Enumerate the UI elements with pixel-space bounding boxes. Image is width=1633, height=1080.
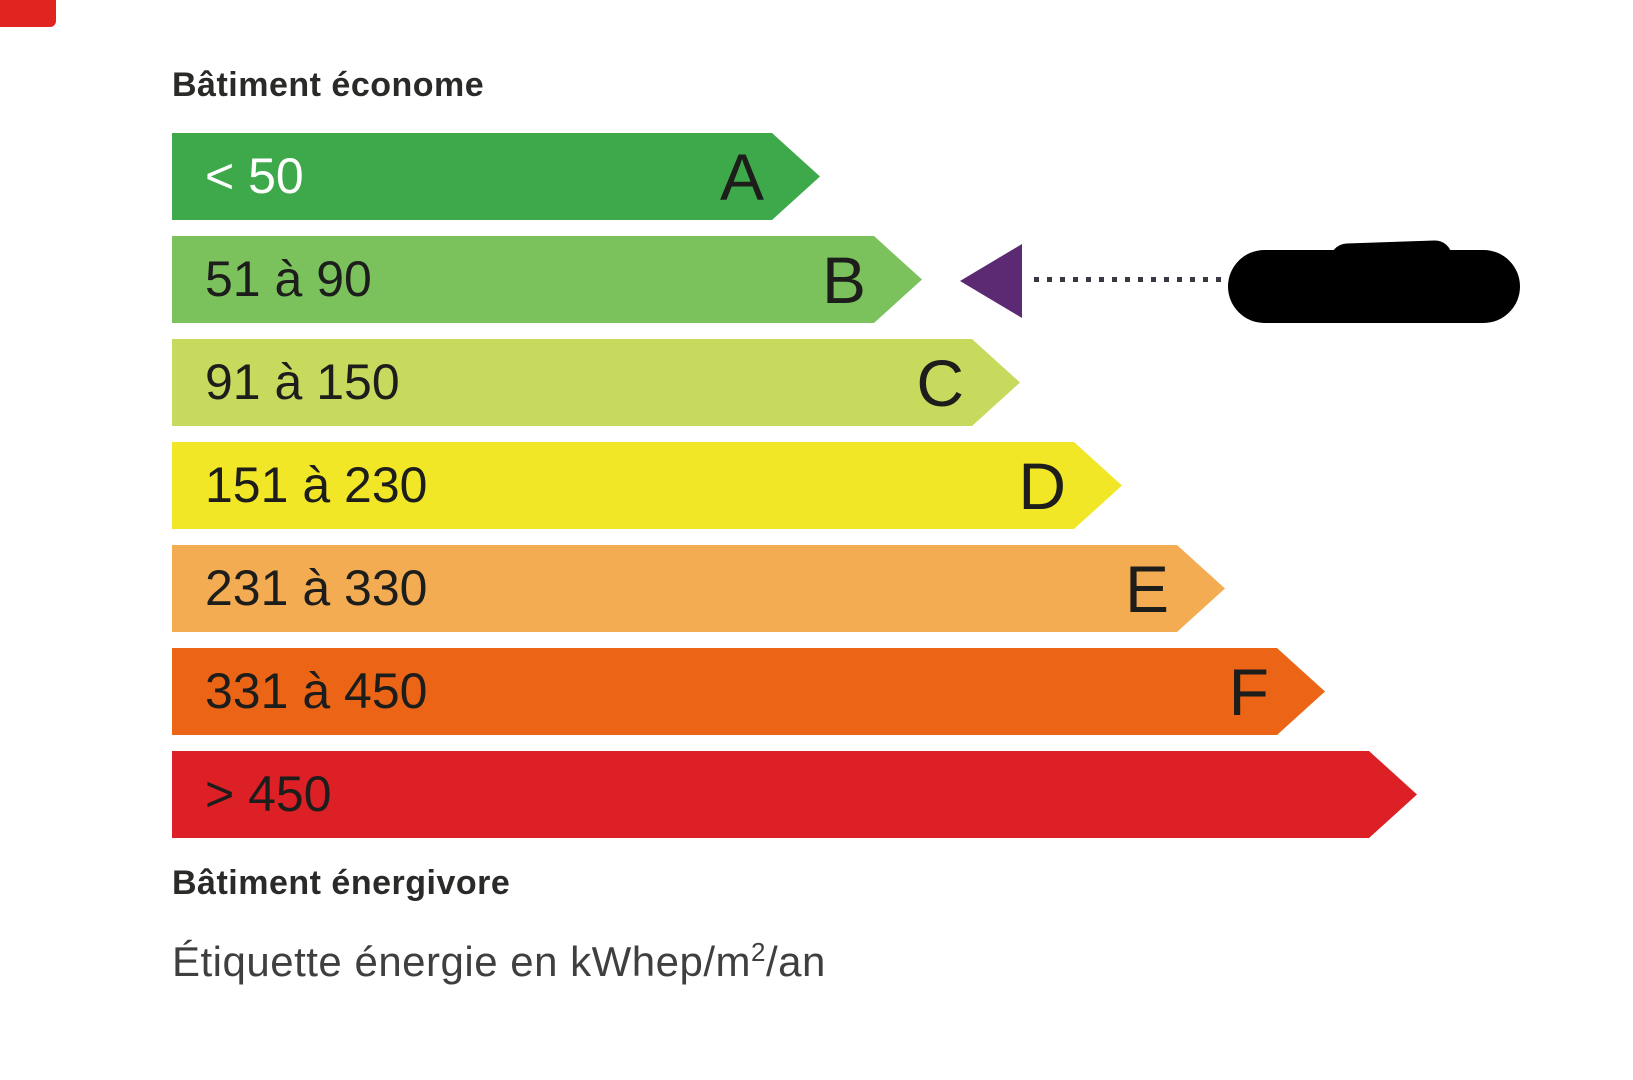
chart-caption: Étiquette énergie en kWhep/m2/an [172,938,826,986]
energy-class-bars: < 50 A 51 à 90 B 91 à 150 C 151 à 230 D … [172,133,1472,943]
energy-class-letter: D [1018,448,1066,523]
energy-intensive-building-label: Bâtiment énergivore [172,864,511,902]
caption-superscript: 2 [751,937,766,967]
energy-class-letter: A [719,139,764,214]
caption-text-end: /an [765,938,826,985]
energy-bar-d: 151 à 230 D [172,442,1122,529]
marker-dotted-line [1034,277,1226,282]
energy-range-label: > 450 [205,766,332,822]
energy-bar-c: 91 à 150 C [172,339,1020,426]
energy-class-letter: C [916,345,964,420]
energy-range-label: 231 à 330 [205,560,428,616]
energy-class-letter: E [1124,551,1169,626]
energy-class-letter: F [1228,654,1269,729]
caption-text: Étiquette énergie en kWhep/m [172,938,751,985]
redacted-value-blob-bump [1329,239,1453,279]
energy-bar-a: < 50 A [172,133,820,220]
marker-arrow-icon [960,244,1022,318]
energy-range-label: < 50 [205,148,304,204]
energy-bar-f: 331 à 450 F [172,648,1325,735]
economical-building-label: Bâtiment économe [172,66,485,104]
energy-bar-e: 231 à 330 E [172,545,1225,632]
energy-range-label: 151 à 230 [205,457,428,513]
energy-range-label: 331 à 450 [205,663,428,719]
energy-bar-g: > 450 [172,751,1417,838]
top-left-red-fragment [0,0,56,27]
energy-bar-b: 51 à 90 B [172,236,922,323]
energy-range-label: 51 à 90 [205,251,372,307]
energy-class-letter: B [821,242,866,317]
energy-range-label: 91 à 150 [205,354,400,410]
